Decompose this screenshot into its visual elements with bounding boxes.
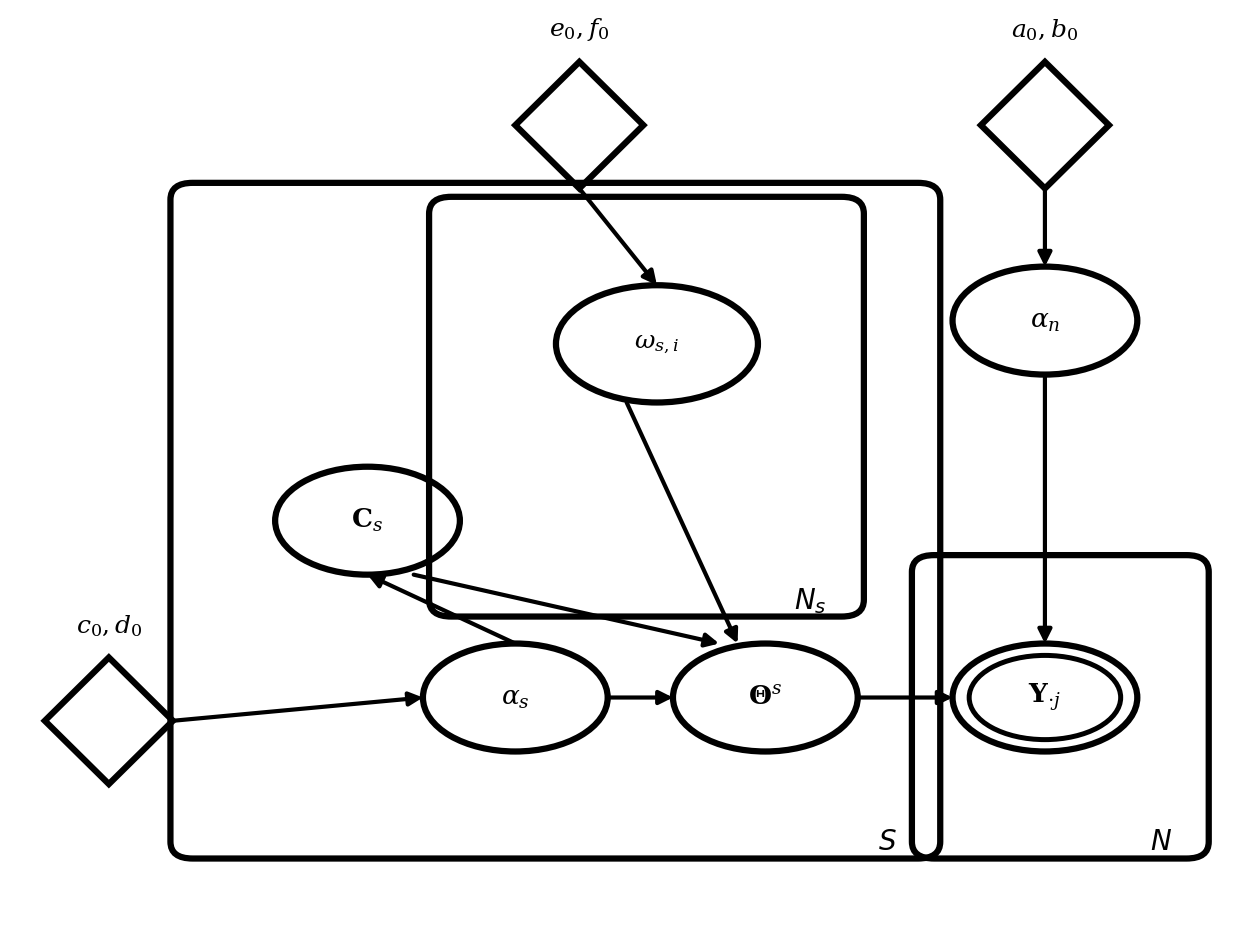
Text: $\omega_{s,i}$: $\omega_{s,i}$ bbox=[635, 331, 680, 356]
Text: $a_0, b_0$: $a_0, b_0$ bbox=[1012, 18, 1079, 43]
Text: $e_0, f_0$: $e_0, f_0$ bbox=[549, 16, 610, 43]
Text: $\mathbf{Y}_{\cdot j}$: $\mathbf{Y}_{\cdot j}$ bbox=[1028, 682, 1061, 714]
Text: $N$: $N$ bbox=[1149, 828, 1172, 855]
Text: $\alpha_n$: $\alpha_n$ bbox=[1029, 308, 1060, 333]
Text: $S$: $S$ bbox=[878, 828, 897, 855]
Text: $c_0, d_0$: $c_0, d_0$ bbox=[76, 613, 143, 639]
Text: $N_s$: $N_s$ bbox=[795, 586, 827, 616]
Text: $\mathbf{C}_s$: $\mathbf{C}_s$ bbox=[351, 507, 383, 534]
Text: $\mathbf{\Theta}^s$: $\mathbf{\Theta}^s$ bbox=[748, 685, 782, 711]
Text: $\alpha_s$: $\alpha_s$ bbox=[501, 685, 529, 711]
